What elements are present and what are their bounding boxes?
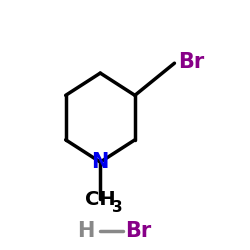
Text: N: N xyxy=(92,152,109,172)
Text: 3: 3 xyxy=(112,200,123,215)
Text: H: H xyxy=(77,221,94,241)
Text: Br: Br xyxy=(125,221,151,241)
Text: CH: CH xyxy=(85,190,116,209)
Text: Br: Br xyxy=(178,52,204,72)
